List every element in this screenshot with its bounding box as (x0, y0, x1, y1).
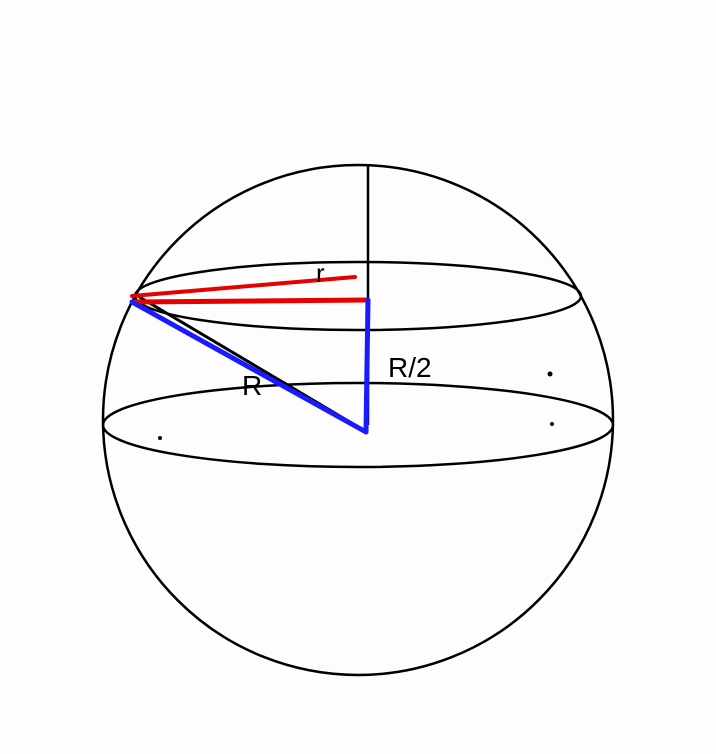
label-r: r (316, 258, 325, 289)
diagram-svg (0, 0, 716, 754)
label-big-r: R (242, 370, 262, 402)
sphere-diagram: r R R/2 (0, 0, 716, 754)
label-r-half: R/2 (388, 352, 432, 384)
